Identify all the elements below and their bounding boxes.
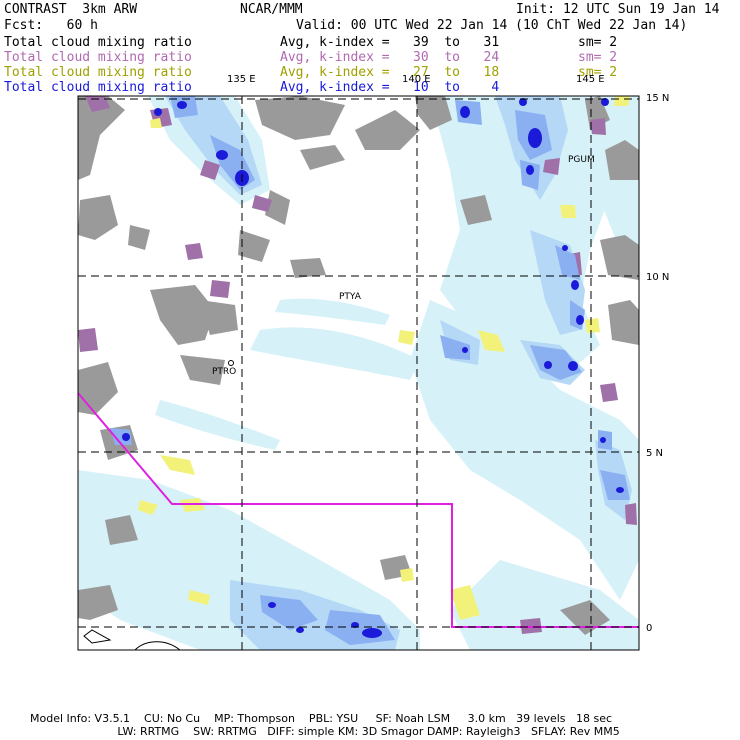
field-2-smoothing: sm= 2 xyxy=(578,50,618,65)
station-ptro-marker xyxy=(228,360,234,366)
field-4-range: Avg, k-index = 10 to 4 xyxy=(280,80,500,95)
yellow-cloud-layer xyxy=(138,96,630,620)
station-pgum: PGUM xyxy=(568,155,595,165)
lat-label-15n: 15 N xyxy=(646,93,669,104)
station-ptya: PTYA xyxy=(339,292,362,302)
field-3-range: Avg, k-index = 27 to 18 xyxy=(280,65,500,80)
field-3-name: Total cloud mixing ratio xyxy=(4,65,192,80)
init-time: Init: 12 UTC Sun 19 Jan 14 xyxy=(516,2,720,17)
field-2-name: Total cloud mixing ratio xyxy=(4,50,192,65)
map-frame xyxy=(77,95,640,651)
grey-cloud-layer xyxy=(78,96,639,635)
forecast-hour: Fcst: 60 h xyxy=(4,18,98,33)
lon-label-145e: 145 E xyxy=(576,74,605,85)
intense-cloud-cores xyxy=(122,98,624,638)
field-1-name: Total cloud mixing ratio xyxy=(4,35,192,50)
field-1-range: Avg, k-index = 39 to 31 xyxy=(280,35,500,50)
lon-label-135e: 135 E xyxy=(227,74,256,85)
model-title: CONTRAST 3km ARW xyxy=(4,2,138,17)
field-1-smoothing: sm= 2 xyxy=(578,35,618,50)
field-2-range: Avg, k-index = 30 to 24 xyxy=(280,50,500,65)
field-3-smoothing: sm= 2 xyxy=(578,65,618,80)
lat-label-5n: 5 N xyxy=(646,448,663,459)
lat-label-10n: 10 N xyxy=(646,272,669,283)
lon-label-140e: 140 E xyxy=(402,74,431,85)
organization-label: NCAR/MMM xyxy=(240,2,303,17)
coastline xyxy=(83,629,181,650)
lat-label-equator: 0 xyxy=(646,623,652,634)
map-fields xyxy=(78,96,639,650)
lat-lon-grid xyxy=(78,96,639,650)
model-info-line-2: LW: RRTMG SW: RRTMG DIFF: simple KM: 3D … xyxy=(30,725,620,738)
model-info-line-1: Model Info: V3.5.1 CU: No Cu MP: Thompso… xyxy=(30,712,613,725)
station-ptro: PTRO xyxy=(212,367,236,377)
field-4-name: Total cloud mixing ratio xyxy=(4,80,192,95)
valid-time: Valid: 00 UTC Wed 22 Jan 14 (10 ChT Wed … xyxy=(296,18,688,33)
